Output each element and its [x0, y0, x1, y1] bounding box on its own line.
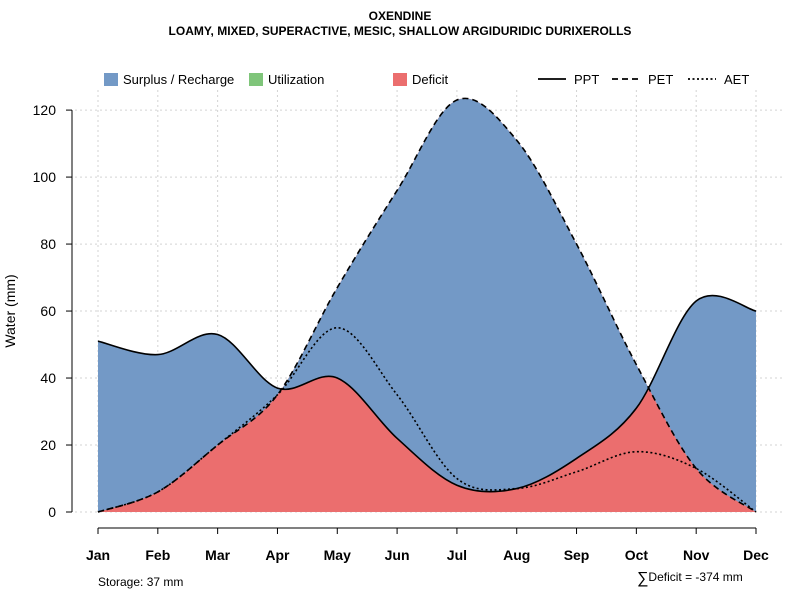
x-tick-label: May	[324, 547, 351, 563]
storage-note: Storage: 37 mm	[98, 575, 184, 589]
x-tick-label: Dec	[743, 547, 769, 563]
x-tick-label: Jun	[385, 547, 410, 563]
y-tick-label: 60	[40, 303, 56, 319]
x-tick-label: Jan	[86, 547, 110, 563]
area-layer	[98, 98, 756, 512]
y-tick-label: 80	[40, 236, 56, 252]
chart-title: OXENDINE	[368, 9, 432, 23]
x-tick-label: Oct	[625, 547, 649, 563]
legend: Surplus / Recharge Utilization Deficit PPT P…	[104, 72, 749, 87]
x-tick-label: Aug	[503, 547, 530, 563]
x-tick-label: Sep	[564, 547, 590, 563]
legend-label: AET	[724, 72, 749, 87]
pet-line	[97, 97, 757, 513]
y-tick-label: 0	[48, 504, 56, 520]
y-tick-label: 40	[40, 370, 56, 386]
deficit-note: ∑Deficit = -374 mm	[637, 570, 743, 588]
y-axis-label: Water (mm)	[2, 274, 18, 347]
y-tick-label: 20	[40, 437, 56, 453]
y-tick-label: 100	[33, 169, 57, 185]
x-tick-label: Nov	[683, 547, 710, 563]
x-tick-label: Apr	[265, 547, 290, 563]
legend-swatch	[104, 73, 118, 86]
sum-symbol: ∑	[637, 570, 649, 587]
x-tick-label: Jul	[447, 547, 467, 563]
legend-label: PPT	[574, 72, 599, 87]
legend-label: Utilization	[268, 72, 324, 87]
line-layer	[97, 97, 757, 513]
legend-swatch	[393, 73, 407, 86]
x-tick-label: Feb	[145, 547, 170, 563]
axes: 0 20 40 60 80 100 120 Jan Feb Mar Apr May Jun Jul Aug S…	[2, 102, 769, 563]
chart-subtitle: LOAMY, MIXED, SUPERACTIVE, MESIC, SHALLO…	[168, 24, 632, 38]
legend-label: Deficit	[412, 72, 449, 87]
legend-label: PET	[648, 72, 673, 87]
legend-label: Surplus / Recharge	[123, 72, 234, 87]
ppt-line	[97, 294, 757, 493]
x-tick-label: Mar	[205, 547, 230, 563]
y-tick-label: 120	[33, 102, 57, 118]
deficit-value: Deficit = -374 mm	[648, 570, 743, 584]
legend-swatch	[249, 73, 263, 86]
